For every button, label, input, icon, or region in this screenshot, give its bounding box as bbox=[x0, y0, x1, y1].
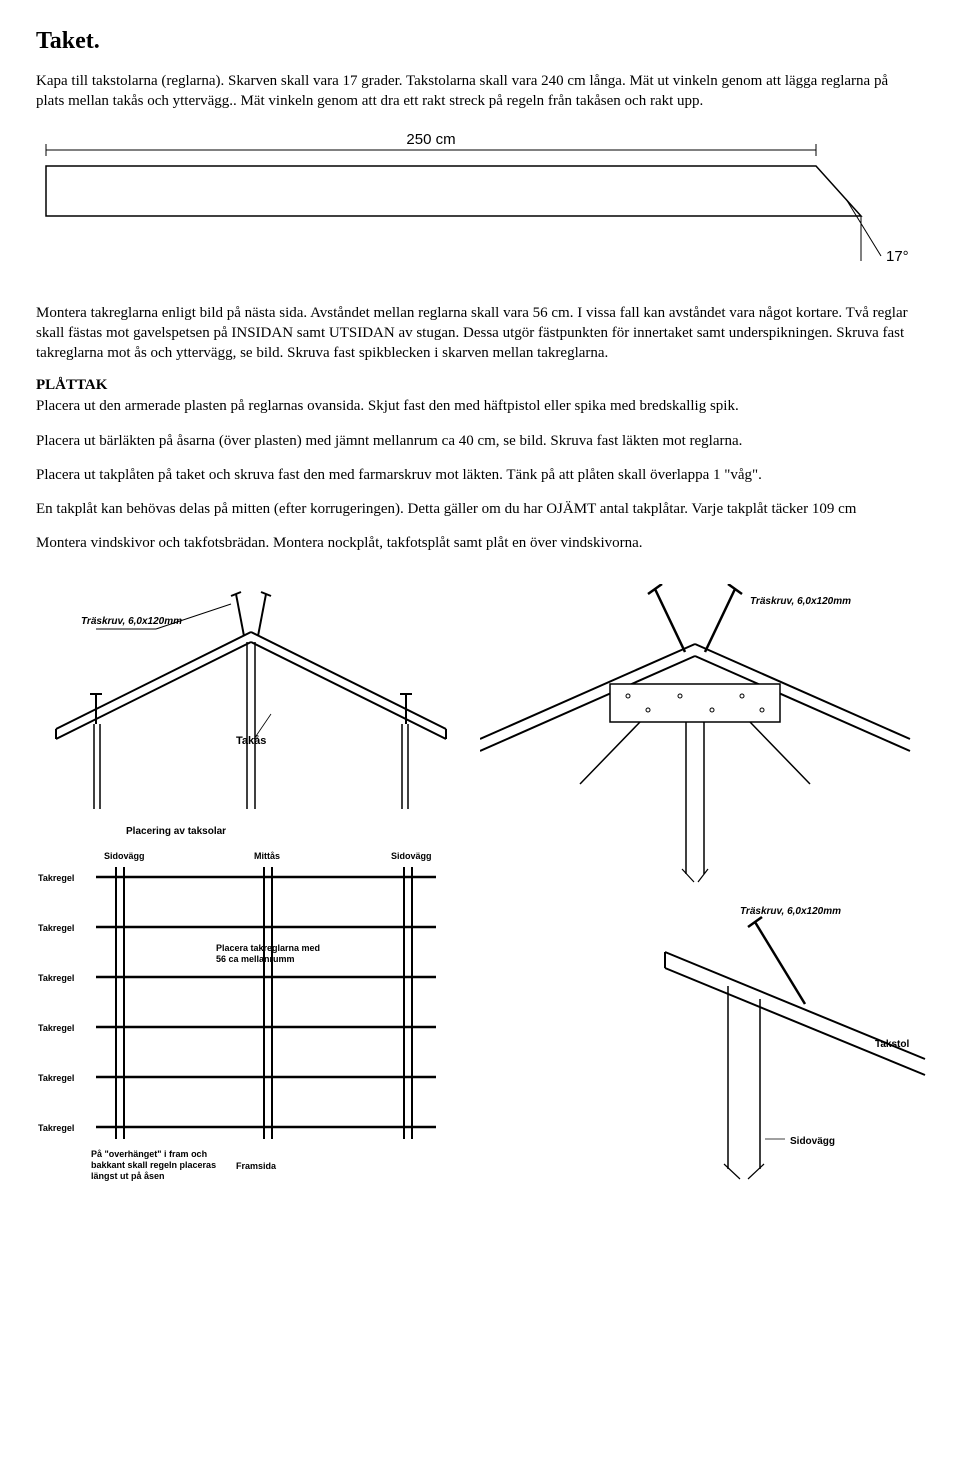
plattak-p1: Placera ut den armerade plasten på regla… bbox=[36, 396, 916, 416]
intro-paragraph: Kapa till takstolarna (reglarna). Skarve… bbox=[36, 71, 916, 112]
row-label-4: Takregel bbox=[38, 1023, 74, 1033]
roof-right-screw-top: Träskruv, 6,0x120mm bbox=[750, 596, 851, 607]
sidovagg-label: Sidovägg bbox=[790, 1136, 835, 1147]
col-right: Sidovägg bbox=[391, 851, 432, 861]
roof-left-screw-label: Träskruv, 6,0x120mm bbox=[81, 616, 182, 627]
layout-note-1: Placera takreglarna med bbox=[216, 943, 320, 953]
layout-footer-3: längst ut på åsen bbox=[91, 1171, 165, 1181]
layout-title: Placering av taksolar bbox=[126, 826, 226, 837]
row-label-6: Takregel bbox=[38, 1123, 74, 1133]
framsida-label: Framsida bbox=[236, 1161, 277, 1171]
layout-grid-svg: Placering av taksolar Sidovägg Mittås Si… bbox=[36, 819, 466, 1189]
diagram-250cm-svg: 250 cm 17° bbox=[36, 126, 916, 276]
diagram-250cm-label: 250 cm bbox=[406, 131, 455, 148]
diagram-250cm: 250 cm 17° bbox=[36, 126, 924, 281]
second-paragraph: Montera takreglarna enligt bild på nästa… bbox=[36, 303, 916, 364]
takas-label: Takås bbox=[236, 735, 266, 747]
row-label-1: Takregel bbox=[38, 873, 74, 883]
plattak-section: PLÅTTAK Placera ut den armerade plasten … bbox=[36, 377, 924, 553]
layout-footer-2: bakkant skall regeln placeras bbox=[91, 1160, 216, 1170]
diagram-angle-label: 17° bbox=[886, 248, 909, 265]
row-label-2: Takregel bbox=[38, 923, 74, 933]
takstol-label: Takstol bbox=[875, 1039, 909, 1050]
col-left: Sidovägg bbox=[104, 851, 145, 861]
roof-right-screw-mid: Träskruv, 6,0x120mm bbox=[740, 906, 841, 917]
grid-rows: Takregel Takregel Takregel Takregel Takr… bbox=[38, 873, 436, 1133]
layout-footer-1: På "overhänget" i fram och bbox=[91, 1149, 207, 1159]
plattak-heading: PLÅTTAK bbox=[36, 377, 924, 394]
row-label-5: Takregel bbox=[38, 1073, 74, 1083]
page-title: Taket. bbox=[36, 28, 924, 55]
plattak-p3: Placera ut takplåten på taket och skruva… bbox=[36, 465, 916, 485]
plattak-p4: En takplåt kan behövas delas på mitten (… bbox=[36, 499, 916, 519]
layout-note-2: 56 ca mellanrumm bbox=[216, 954, 295, 964]
roof-right-svg: Träskruv, 6,0x120mm Träskruv, 6,0x120mm bbox=[480, 584, 950, 1184]
roof-left-svg: Träskruv, 6,0x120mm Takås bbox=[36, 584, 466, 814]
plattak-p5: Montera vindskivor och takfotsbrädan. Mo… bbox=[36, 533, 916, 553]
row-label-3: Takregel bbox=[38, 973, 74, 983]
bottom-diagrams: Träskruv, 6,0x120mm Takås Placering av t… bbox=[36, 584, 924, 1194]
col-mid: Mittås bbox=[254, 851, 280, 861]
plattak-p2: Placera ut bärläkten på åsarna (över pla… bbox=[36, 431, 916, 451]
